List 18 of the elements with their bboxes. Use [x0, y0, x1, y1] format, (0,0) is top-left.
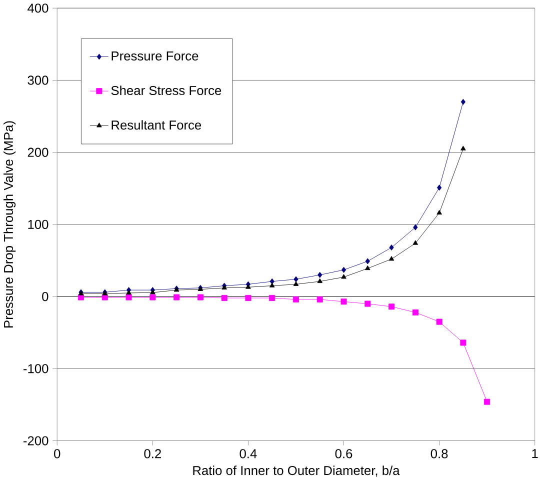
y-tick-label: 0 — [42, 292, 48, 302]
x-tick-label: 1 — [532, 449, 538, 458]
y-tick-label: 400 — [28, 3, 48, 13]
y-tick-label: -200 — [24, 436, 48, 446]
x-tick-label: 0.2 — [144, 449, 161, 458]
x-tick-label: 0.8 — [430, 449, 448, 458]
x-tick-label: 0.6 — [335, 449, 352, 458]
legend-label: Pressure Force — [112, 51, 198, 60]
legend-label: Shear Stress Force — [111, 86, 222, 95]
y-tick-label: 300 — [28, 76, 48, 85]
y-tick-label: 200 — [28, 148, 48, 157]
x-tick-label: 0.4 — [240, 449, 257, 458]
y-axis-title: Pressure Drop Through Valve (MPa) — [4, 121, 16, 328]
legend-label: Resultant Force — [112, 120, 202, 130]
x-axis-title: Ratio of Inner to Outer Diameter, b/a — [193, 466, 400, 477]
y-tick-label: 100 — [28, 220, 48, 229]
y-tick-label: -100 — [24, 364, 48, 374]
x-tick-label: 0 — [54, 449, 60, 458]
